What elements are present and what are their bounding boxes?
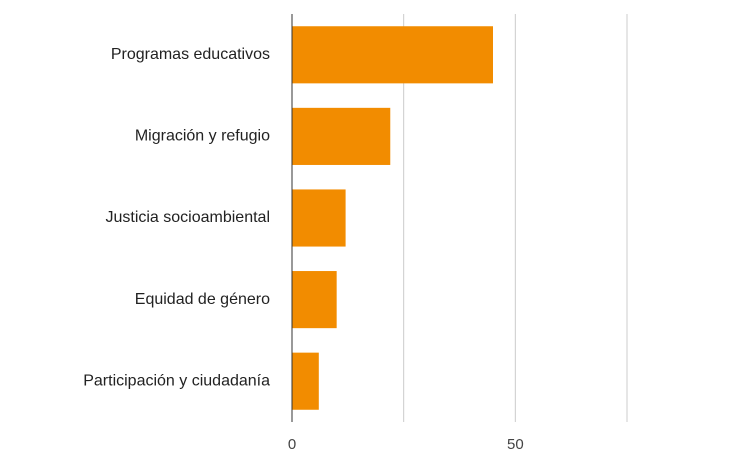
bars (292, 26, 493, 410)
category-label: Equidad de género (135, 291, 270, 308)
category-label: Programas educativos (111, 46, 270, 63)
x-tick-label: 50 (507, 436, 524, 453)
category-label: Migración y refugio (135, 128, 270, 145)
x-tick-label: 0 (288, 436, 296, 453)
bar-3[interactable] (292, 271, 337, 329)
bar-4[interactable] (292, 352, 319, 410)
bar-0[interactable] (292, 26, 493, 84)
category-labels: Programas educativos Migración y refugio J… (83, 46, 270, 389)
bar-1[interactable] (292, 107, 391, 165)
category-label: Justicia socioambiental (105, 209, 270, 226)
x-tick-labels: 0 50 (288, 436, 524, 453)
category-label: Participación y ciudadanía (83, 372, 270, 389)
bar-2[interactable] (292, 189, 346, 247)
